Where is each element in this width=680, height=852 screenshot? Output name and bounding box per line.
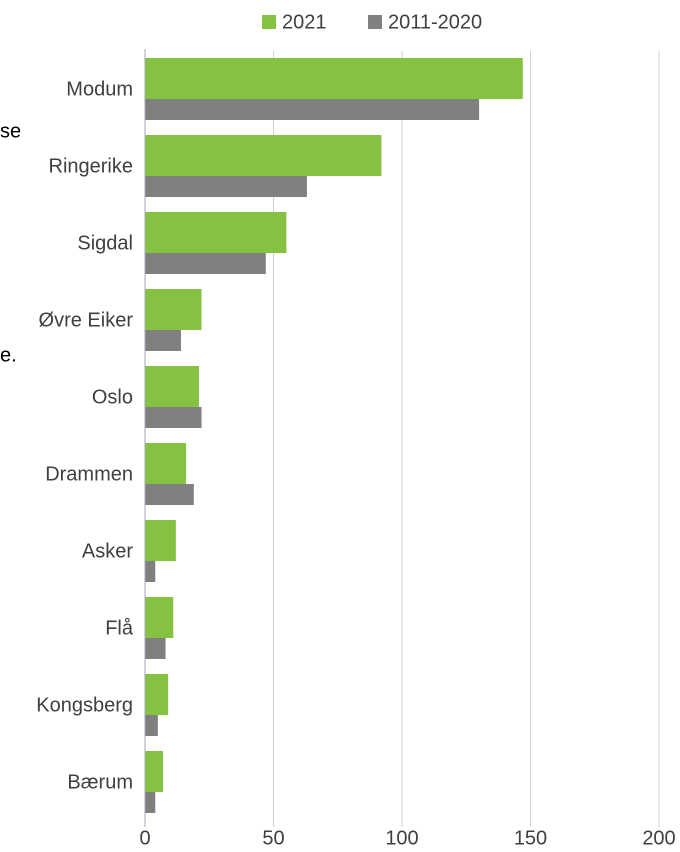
y-tick-label: Oslo bbox=[92, 386, 133, 408]
x-tick-label: 0 bbox=[139, 827, 150, 849]
y-tick-label: Sigdal bbox=[77, 232, 133, 254]
bar bbox=[145, 253, 266, 274]
bar bbox=[145, 484, 194, 505]
x-tick-label: 100 bbox=[385, 827, 418, 849]
bar bbox=[145, 792, 156, 813]
y-tick-label: Modum bbox=[66, 78, 133, 100]
x-tick-label: 200 bbox=[642, 827, 675, 849]
bar bbox=[145, 330, 181, 351]
y-tick-label: Øvre Eiker bbox=[39, 309, 134, 331]
bar bbox=[145, 176, 307, 197]
bar bbox=[145, 443, 187, 484]
y-tick-label: Asker bbox=[82, 540, 133, 562]
bar bbox=[145, 366, 199, 407]
legend-label: 2011-2020 bbox=[388, 11, 482, 33]
legend-swatch bbox=[368, 15, 382, 29]
y-tick-label: Bærum bbox=[67, 771, 133, 793]
bar bbox=[145, 520, 176, 561]
y-tick-label: Flå bbox=[105, 617, 134, 639]
bar bbox=[145, 135, 382, 176]
legend-swatch bbox=[262, 15, 276, 29]
stray-text: e. bbox=[0, 344, 17, 366]
bar bbox=[145, 715, 158, 736]
y-tick-label: Drammen bbox=[45, 463, 133, 485]
x-tick-label: 50 bbox=[262, 827, 284, 849]
bar bbox=[145, 58, 523, 99]
bar bbox=[145, 638, 166, 659]
y-tick-label: Kongsberg bbox=[36, 694, 133, 716]
bar bbox=[145, 212, 287, 253]
x-tick-label: 150 bbox=[514, 827, 547, 849]
y-tick-label: Ringerike bbox=[49, 155, 133, 177]
bar bbox=[145, 99, 480, 120]
bar bbox=[145, 597, 174, 638]
bar bbox=[145, 289, 202, 330]
legend-label: 2021 bbox=[282, 11, 327, 33]
stray-text: se bbox=[0, 120, 21, 142]
bar bbox=[145, 561, 156, 582]
bar bbox=[145, 674, 169, 715]
bar bbox=[145, 751, 163, 792]
bar bbox=[145, 407, 202, 428]
